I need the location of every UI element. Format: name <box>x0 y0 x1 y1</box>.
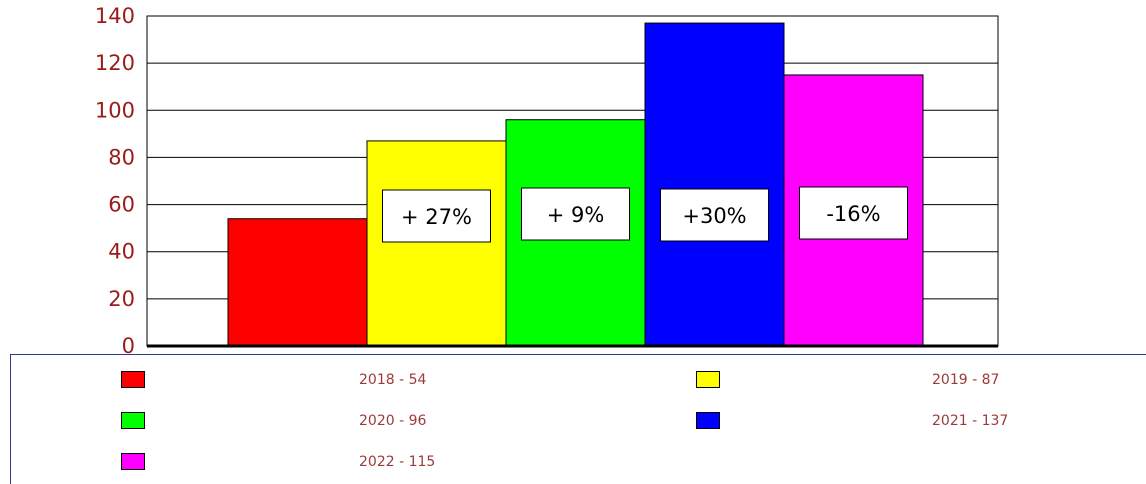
legend-swatch-2019 <box>696 371 720 388</box>
legend-label-2021: 2021 - 137 <box>932 413 1009 429</box>
y-tick-label-20: 20 <box>108 287 135 311</box>
y-tick-label-100: 100 <box>95 98 135 122</box>
bar-2021 <box>644 22 785 347</box>
legend-label-2018: 2018 - 54 <box>359 372 427 388</box>
legend-label-2019: 2019 - 87 <box>932 372 1000 388</box>
bar-2018 <box>227 218 368 347</box>
y-tick-label-40: 40 <box>108 240 135 264</box>
y-tick-label-0: 0 <box>122 334 135 358</box>
callout-box-2020 <box>521 187 630 241</box>
legend-swatch-2020 <box>121 412 145 429</box>
callout-label-2022: -16% <box>826 202 880 226</box>
y-tick-label-120: 120 <box>95 51 135 75</box>
legend-label-2022: 2022 - 115 <box>359 454 436 470</box>
callout-box-2021 <box>660 188 769 242</box>
legend-swatch-2021 <box>696 412 720 429</box>
legend-swatch-2018 <box>121 371 145 388</box>
callout-label-2020: + 9% <box>547 203 605 227</box>
y-tick-label-60: 60 <box>108 193 135 217</box>
callout-box-2019 <box>382 189 491 243</box>
legend: 2018 - 54 2019 - 87 2020 - 96 2021 - 137… <box>10 354 1146 484</box>
y-tick-label-140: 140 <box>95 4 135 28</box>
callout-label-2021: +30% <box>682 204 746 228</box>
callout-label-2019: + 27% <box>401 205 472 229</box>
callout-box-2022 <box>799 186 908 240</box>
legend-swatch-2022 <box>121 453 145 470</box>
legend-label-2020: 2020 - 96 <box>359 413 427 429</box>
bar-2019 <box>366 140 507 347</box>
bar-chart: 0 20 40 60 80 100 120 140 + 27% + 9% +30% -16% <box>95 4 999 358</box>
y-tick-label-80: 80 <box>108 145 135 169</box>
